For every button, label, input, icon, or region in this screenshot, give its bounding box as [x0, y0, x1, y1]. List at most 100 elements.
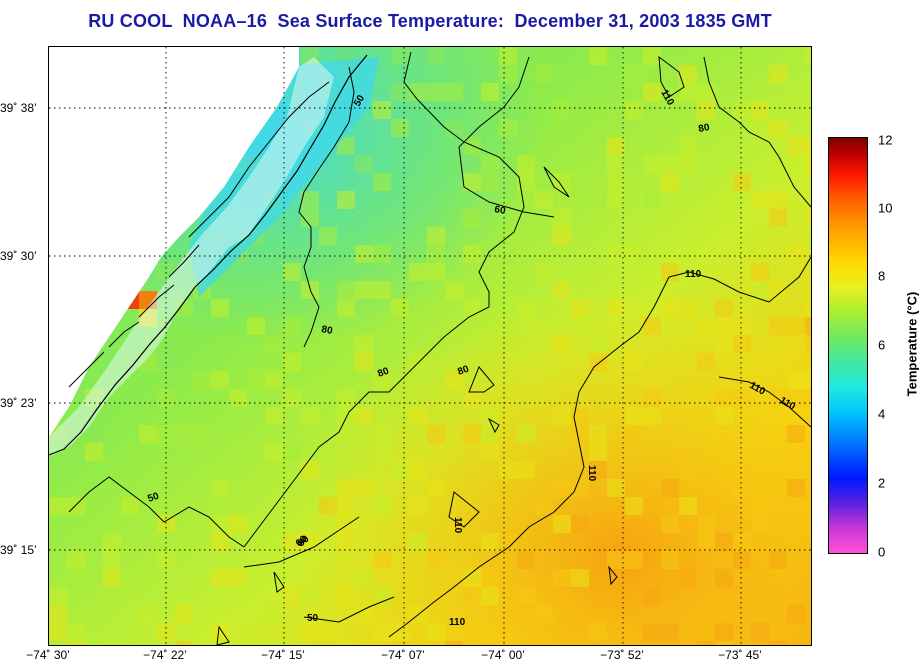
contour-label: 110: [449, 617, 466, 628]
sst-pixel: [553, 479, 571, 497]
sst-pixel: [625, 245, 643, 263]
marsh-outlines: [68, 81, 330, 388]
sst-pixel: [391, 299, 409, 317]
sst-pixel: [175, 641, 193, 645]
sst-pixel: [301, 407, 319, 425]
sst-pixel: [643, 83, 661, 101]
sst-pixel: [337, 479, 355, 497]
sst-pixel: [85, 443, 103, 461]
sst-pixel: [715, 569, 733, 587]
sst-pixel: [481, 173, 499, 191]
sst-pixel: [787, 155, 805, 173]
sst-pixel: [211, 533, 229, 551]
contour-label: 110: [685, 269, 702, 280]
sst-pixel: [535, 497, 553, 515]
sst-pixel: [733, 389, 751, 407]
sst-pixel: [643, 155, 661, 173]
sst-pixel: [373, 497, 391, 515]
sst-pixel: [445, 641, 463, 645]
sst-map[interactable]: 50 60 110 80 50 80 50 60 110 110 110 80 110 110 80 80 11…: [48, 46, 812, 646]
sst-pixel: [589, 47, 607, 65]
sst-pixel: [427, 227, 445, 245]
sst-pixel: [355, 353, 373, 371]
longitude-tick-5: −73˚ 52’: [600, 648, 644, 662]
sst-pixel: [157, 551, 175, 569]
sst-pixel: [283, 353, 301, 371]
sst-pixel: [517, 299, 535, 317]
sst-pixel: [715, 623, 733, 641]
sst-pixel: [733, 101, 751, 119]
latitude-tick-2: 39˚ 23’: [0, 396, 37, 410]
sst-pixel: [445, 371, 463, 389]
sst-pixel: [805, 389, 811, 407]
sst-pixel: [481, 533, 499, 551]
sst-pixel: [661, 515, 679, 533]
longitude-tick-4: −74˚ 00’: [481, 648, 525, 662]
sst-pixel: [463, 137, 481, 155]
sst-pixel: [193, 641, 211, 645]
sst-pixel: [661, 299, 679, 317]
sst-pixel: [283, 587, 301, 605]
sst-pixel: [175, 605, 193, 623]
sst-pixel: [535, 605, 553, 623]
sst-pixel: [409, 353, 427, 371]
sst-pixel: [787, 371, 805, 389]
sst-pixel: [301, 191, 319, 209]
sst-pixel: [283, 389, 301, 407]
sst-pixel: [733, 173, 751, 191]
sst-pixel: [265, 443, 283, 461]
sst-pixel: [805, 137, 811, 155]
sst-pixel: [67, 623, 85, 641]
sst-pixel: [67, 497, 85, 515]
sst-pixel: [805, 371, 811, 389]
sst-pixel: [553, 173, 571, 191]
sst-pixel: [211, 371, 229, 389]
sst-pixel: [733, 533, 751, 551]
sst-pixel: [679, 299, 697, 317]
sst-pixel: [247, 317, 265, 335]
sst-pixel: [661, 263, 679, 281]
sst-pixel: [481, 587, 499, 605]
longitude-tick-0: −74˚ 30’: [26, 648, 70, 662]
sst-pixel: [229, 515, 247, 533]
sst-pixel: [589, 623, 607, 641]
sst-pixel: [679, 497, 697, 515]
sst-pixel: [229, 569, 247, 587]
sst-pixel: [517, 155, 535, 173]
sst-pixel: [643, 317, 661, 335]
sst-pixel: [625, 497, 643, 515]
sst-pixel: [481, 407, 499, 425]
sst-pixel: [553, 281, 571, 299]
sst-pixel: [787, 137, 805, 155]
sst-pixel: [769, 155, 787, 173]
sst-pixel: [103, 641, 121, 645]
contour-label: 60: [493, 204, 506, 217]
sst-pixel: [445, 281, 463, 299]
sst-pixel: [535, 263, 553, 281]
sst-pixel: [643, 623, 661, 641]
sst-pixel: [301, 209, 319, 227]
sst-pixel: [157, 497, 175, 515]
contour-lines: [68, 51, 811, 645]
sst-pixel: [463, 173, 481, 191]
sst-pixel: [481, 425, 499, 443]
sst-pixel: [409, 533, 427, 551]
sst-pixel: [157, 425, 175, 443]
sst-pixel: [427, 245, 445, 263]
sst-pixel: [337, 533, 355, 551]
sst-pixel: [751, 623, 769, 641]
sst-pixel: [121, 497, 139, 515]
sst-pixel: [625, 425, 643, 443]
contour-label: 80: [456, 364, 471, 378]
latitude-tick-3: 39˚ 15’: [0, 543, 37, 557]
sst-pixel: [373, 623, 391, 641]
sst-pixel: [625, 353, 643, 371]
sst-pixel: [463, 623, 481, 641]
sst-pixel: [517, 317, 535, 335]
sst-pixel: [517, 191, 535, 209]
contour-label: 80: [320, 324, 333, 337]
sst-pixel: [175, 425, 193, 443]
sst-pixel: [391, 641, 409, 645]
colorbar-tick-12: 12: [878, 132, 893, 148]
sst-pixel: [373, 281, 391, 299]
